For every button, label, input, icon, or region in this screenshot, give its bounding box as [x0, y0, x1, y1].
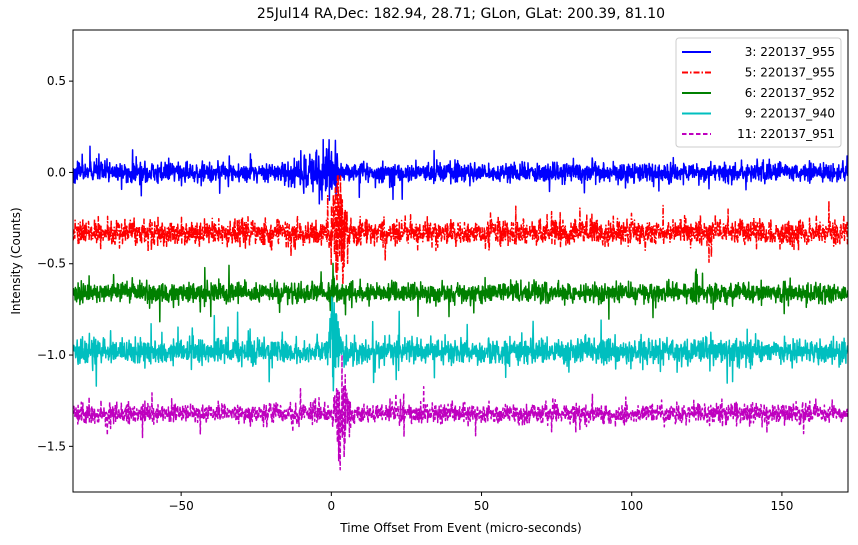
x-tick-label: 150: [770, 499, 793, 513]
data-traces: [73, 138, 848, 471]
y-tick-label: −1.0: [37, 348, 66, 362]
y-tick-label: 0.5: [47, 74, 66, 88]
plot-area: [72, 29, 849, 493]
series-line-1: [73, 138, 848, 205]
series-line-2: [73, 173, 848, 286]
x-axis-ticks: −50 0 50 100 150: [168, 492, 793, 513]
y-axis-ticks: 0.5 0.0 −0.5 −1.0 −1.5: [37, 74, 73, 453]
legend-label: 6: 220137_952: [745, 86, 835, 100]
x-tick-label: 50: [474, 499, 489, 513]
legend-label: 5: 220137_955: [745, 66, 835, 80]
series-line-5: [73, 354, 848, 471]
y-tick-label: −1.5: [37, 439, 66, 453]
series-line-3: [73, 262, 848, 323]
x-tick-label: −50: [168, 499, 193, 513]
axes-frame: [72, 29, 849, 493]
legend-box: [675, 37, 842, 148]
x-tick-label: 0: [328, 499, 336, 513]
x-axis-label: Time Offset From Event (micro-seconds): [339, 521, 581, 535]
series-line-4: [73, 296, 848, 392]
y-tick-label: −0.5: [37, 257, 66, 271]
y-tick-label: 0.0: [47, 165, 66, 179]
x-tick-label: 100: [620, 499, 643, 513]
legend-label: 11: 220137_951: [737, 127, 835, 141]
chart-title: 25Jul14 RA,Dec: 182.94, 28.71; GLon, GLa…: [257, 6, 665, 22]
legend: 3: 220137_955 5: 220137_955 6: 220137_952 9…: [675, 37, 842, 148]
legend-label: 3: 220137_955: [745, 45, 835, 59]
legend-label: 9: 220137_940: [745, 107, 835, 121]
y-axis-label: Intensity (Counts): [9, 207, 23, 314]
